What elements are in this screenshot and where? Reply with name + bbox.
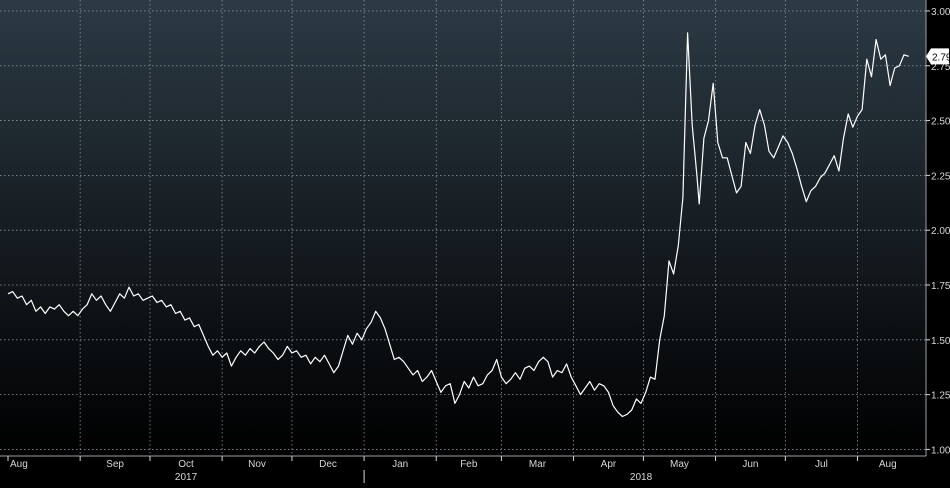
last-value-box bbox=[926, 48, 949, 65]
series-line bbox=[7, 32, 909, 418]
y-tick-label: 1.50 bbox=[931, 336, 950, 347]
year-label: 2018 bbox=[630, 472, 653, 483]
y-tick-label: 2.00 bbox=[931, 226, 950, 237]
y-tick-label: 2.75 bbox=[931, 62, 950, 73]
x-tick-label: Apr bbox=[601, 459, 617, 470]
year-label: 2017 bbox=[175, 472, 198, 483]
x-axis-ticks: Aug Sep Oct Nov Dec Jan Feb Mar Apr May Jun Jul Aug bbox=[7, 456, 897, 470]
x-tick-label: Aug bbox=[879, 459, 897, 470]
y-tick-label: 1.00 bbox=[931, 445, 950, 456]
last-value-label: 2.793 bbox=[932, 52, 950, 63]
x-tick-label: Mar bbox=[529, 459, 547, 470]
x-tick-label: Jan bbox=[392, 459, 408, 470]
x-tick-label: Oct bbox=[178, 459, 194, 470]
x-tick-label: Jun bbox=[742, 459, 758, 470]
y-tick-label: 1.25 bbox=[931, 391, 950, 402]
y-axis-ticks: 1.00 1.25 1.50 1.75 2.00 2.25 2.50 2.75 3.00 bbox=[926, 7, 950, 456]
axes bbox=[0, 0, 927, 457]
last-value-marker: 2.793 bbox=[926, 48, 950, 65]
year-labels: 2017 2018 bbox=[175, 470, 653, 483]
x-tick-label: Jul bbox=[815, 459, 828, 470]
y-tick-label: 2.50 bbox=[931, 117, 950, 128]
x-tick-label: Aug bbox=[10, 459, 28, 470]
y-tick-label: 2.25 bbox=[931, 171, 950, 182]
x-tick-label: May bbox=[670, 459, 689, 470]
x-tick-label: Sep bbox=[106, 459, 124, 470]
y-tick-label: 1.75 bbox=[931, 281, 950, 292]
plot-background bbox=[0, 0, 926, 456]
y-tick-label: 3.00 bbox=[931, 7, 950, 18]
series-group bbox=[7, 32, 909, 418]
x-tick-label: Nov bbox=[248, 459, 266, 470]
x-tick-label: Dec bbox=[319, 459, 337, 470]
x-tick-label: Feb bbox=[460, 459, 478, 470]
grid-lines bbox=[0, 0, 926, 456]
